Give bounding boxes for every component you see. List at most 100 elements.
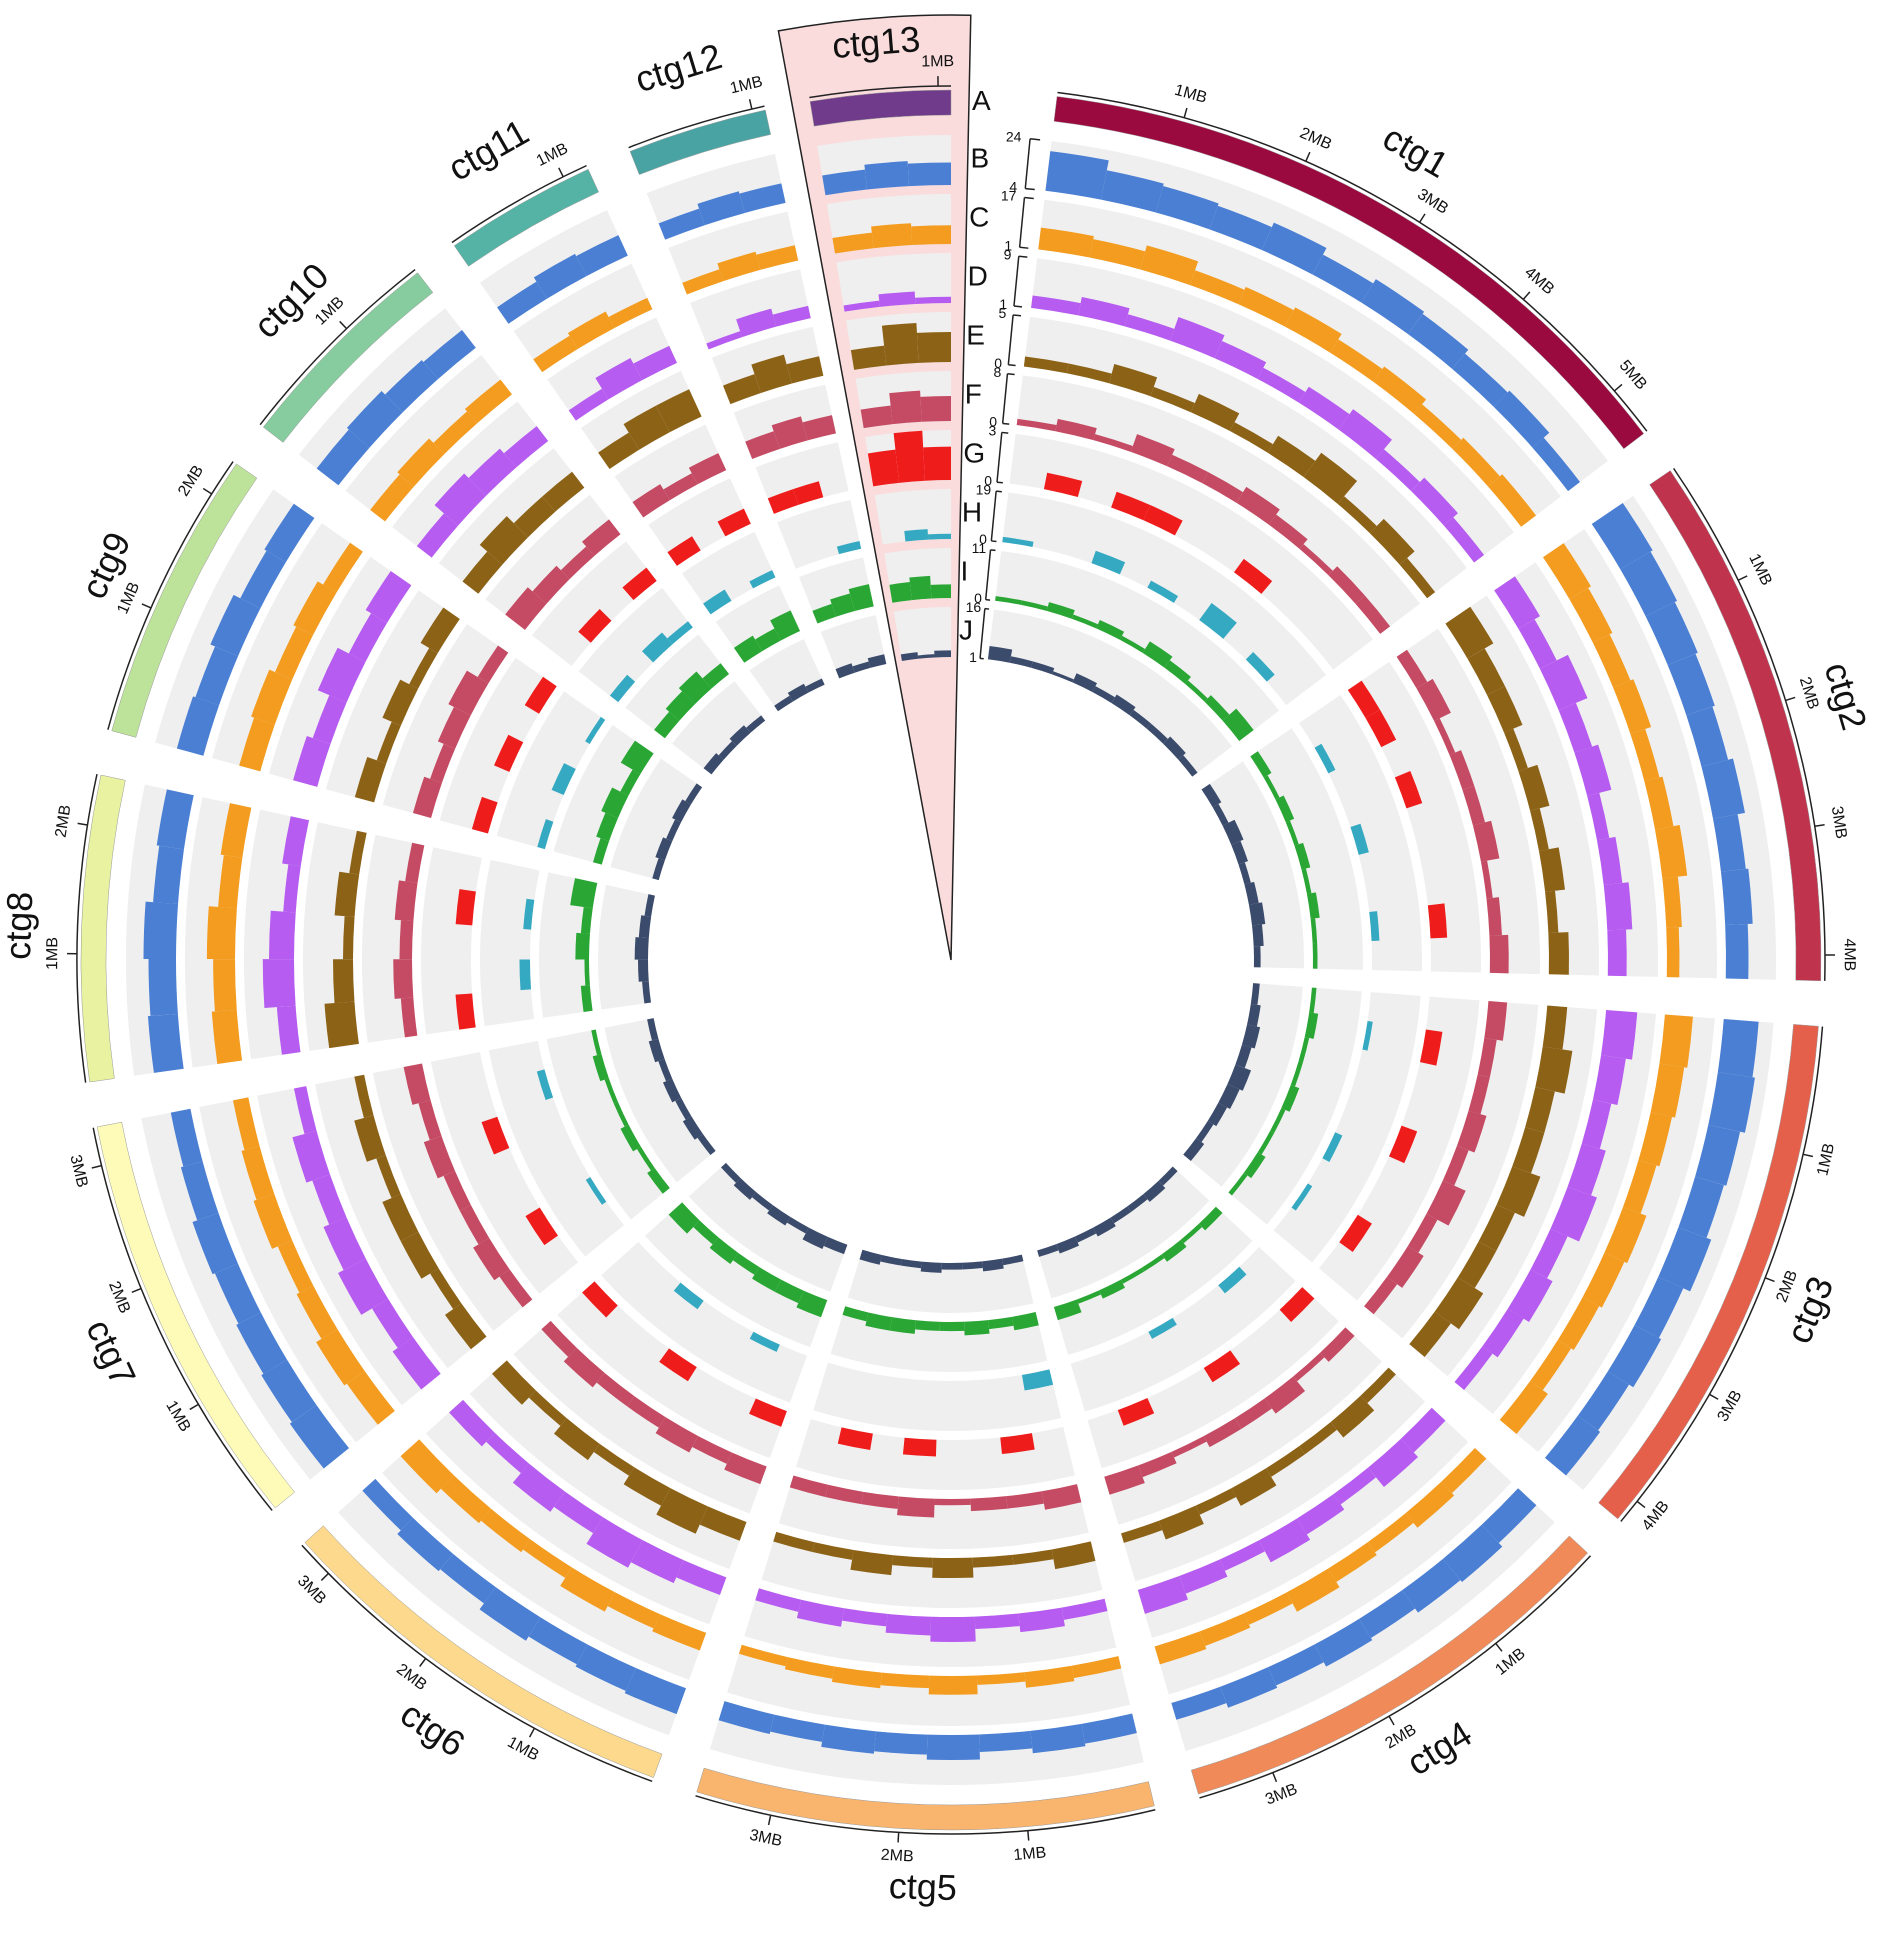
track-background	[987, 609, 1233, 777]
bar	[537, 819, 554, 850]
bar	[675, 1097, 692, 1120]
bar	[1233, 558, 1273, 594]
track-label: B	[971, 143, 990, 174]
bar	[1478, 1204, 1515, 1252]
bar	[1407, 313, 1469, 369]
bar	[148, 958, 178, 1016]
bar	[620, 769, 641, 796]
bar	[1530, 808, 1549, 852]
bar	[1359, 1590, 1416, 1638]
bar	[642, 981, 651, 1004]
bar	[1299, 1422, 1337, 1455]
track-axis	[984, 549, 992, 600]
bar	[1259, 1518, 1311, 1563]
ideogram-tick	[1785, 696, 1796, 702]
ideogram-tick-label: 3MB	[66, 1153, 90, 1189]
bar	[1298, 1036, 1310, 1063]
bar	[1031, 295, 1081, 316]
bar	[1339, 1214, 1372, 1253]
bar	[1411, 477, 1458, 526]
bar	[915, 1320, 941, 1331]
bar	[703, 753, 724, 775]
bar	[1304, 1012, 1319, 1039]
ideogram-tick	[131, 1287, 142, 1294]
ideogram-axis	[1620, 1026, 1824, 1522]
track-axis-tick	[1019, 246, 1029, 249]
bar	[213, 959, 237, 1012]
bar	[289, 1404, 350, 1469]
bar	[622, 567, 657, 601]
bar	[293, 581, 337, 636]
track-background	[1273, 992, 1421, 1263]
ideogram-tick	[748, 99, 753, 110]
bar	[608, 297, 653, 329]
bar	[1228, 1172, 1248, 1196]
bar	[440, 1553, 496, 1604]
track-background	[874, 489, 951, 545]
bar	[1538, 847, 1565, 892]
bar	[1207, 1102, 1228, 1127]
bar	[214, 1263, 261, 1324]
bar	[1281, 1084, 1300, 1112]
bar	[923, 446, 951, 481]
bar	[1154, 1631, 1207, 1665]
bar	[632, 484, 670, 518]
bar	[1296, 1494, 1345, 1535]
bar	[1713, 814, 1746, 872]
bar	[479, 516, 528, 565]
ideogram-axis	[92, 1127, 273, 1511]
track-axis	[990, 491, 997, 542]
ideogram-tick-label: 3MB	[1263, 1781, 1300, 1809]
bar	[652, 1614, 707, 1651]
bar	[1285, 820, 1299, 846]
bar	[893, 430, 925, 483]
bar	[647, 1018, 659, 1041]
bar	[275, 626, 313, 680]
bar	[1061, 1598, 1108, 1620]
bar	[1290, 1061, 1303, 1087]
bar	[880, 1672, 930, 1689]
bar	[1330, 1395, 1375, 1438]
ideogram	[1598, 1024, 1819, 1520]
bar	[591, 1029, 602, 1056]
bar	[638, 915, 652, 939]
bar	[418, 1100, 442, 1141]
bar	[733, 635, 763, 663]
track-axis-tick	[1029, 138, 1041, 141]
track-background	[614, 424, 727, 518]
bar	[1198, 1206, 1223, 1231]
bar	[1389, 1125, 1418, 1164]
bar	[1574, 744, 1612, 797]
bar	[195, 646, 239, 706]
track-axis	[979, 608, 986, 659]
ideogram-tick	[1388, 1715, 1395, 1726]
bar	[1416, 678, 1451, 722]
bar	[1104, 1465, 1145, 1495]
bar	[1695, 1124, 1741, 1186]
bar	[1443, 517, 1485, 563]
bar	[738, 1644, 788, 1667]
bar	[1468, 1074, 1490, 1115]
track-background	[539, 872, 598, 1018]
bar	[494, 734, 524, 772]
bar	[354, 756, 387, 803]
bar	[317, 647, 366, 703]
track-label: I	[960, 556, 968, 587]
bar	[1199, 1613, 1251, 1647]
bar	[697, 1133, 716, 1156]
bar	[1147, 580, 1179, 603]
bar	[662, 1078, 682, 1103]
bar	[774, 1279, 804, 1304]
bar	[878, 291, 916, 307]
bar	[720, 1162, 741, 1183]
bar	[1638, 1112, 1672, 1167]
bar	[1488, 474, 1537, 527]
bar	[842, 1306, 869, 1322]
bar	[1454, 1346, 1493, 1391]
bar	[473, 1237, 510, 1281]
bar	[584, 959, 590, 986]
bar	[1484, 1001, 1508, 1041]
bar	[871, 223, 913, 249]
bar	[1457, 1241, 1497, 1289]
bar	[915, 296, 951, 304]
